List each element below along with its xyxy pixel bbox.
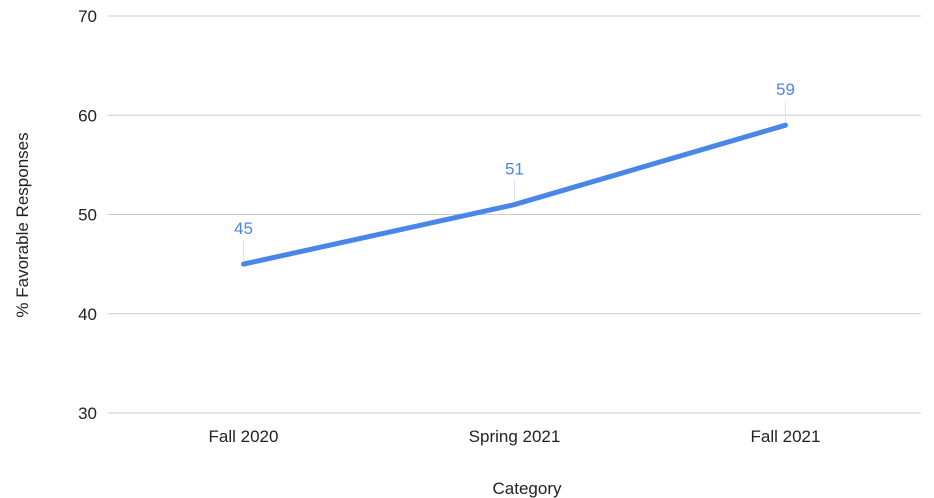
x-tick-label: Fall 2020 [209,427,279,446]
y-tick-label: 40 [78,305,97,324]
data-point [241,261,246,267]
gridlines [108,15,921,414]
data-point [512,202,517,208]
data-label: 45 [234,219,253,238]
y-tick-label: 30 [78,404,97,423]
y-axis-title: % Favorable Responses [13,132,32,317]
x-tick-label: Fall 2021 [751,427,821,446]
data-labels: 45 51 59 [234,80,795,238]
y-axis-ticks: 30 40 50 60 70 [78,7,97,423]
x-axis-ticks: Fall 2020 Spring 2021 Fall 2021 [209,427,821,446]
y-tick-label: 70 [78,7,97,26]
x-tick-label: Spring 2021 [469,427,561,446]
x-axis-title: Category [493,479,562,498]
data-label-leaders [243,101,786,261]
data-label: 59 [776,80,795,99]
y-tick-label: 50 [78,206,97,225]
data-point [783,122,788,128]
y-tick-label: 60 [78,106,97,125]
data-label: 51 [505,160,524,179]
series-layer [241,122,788,267]
